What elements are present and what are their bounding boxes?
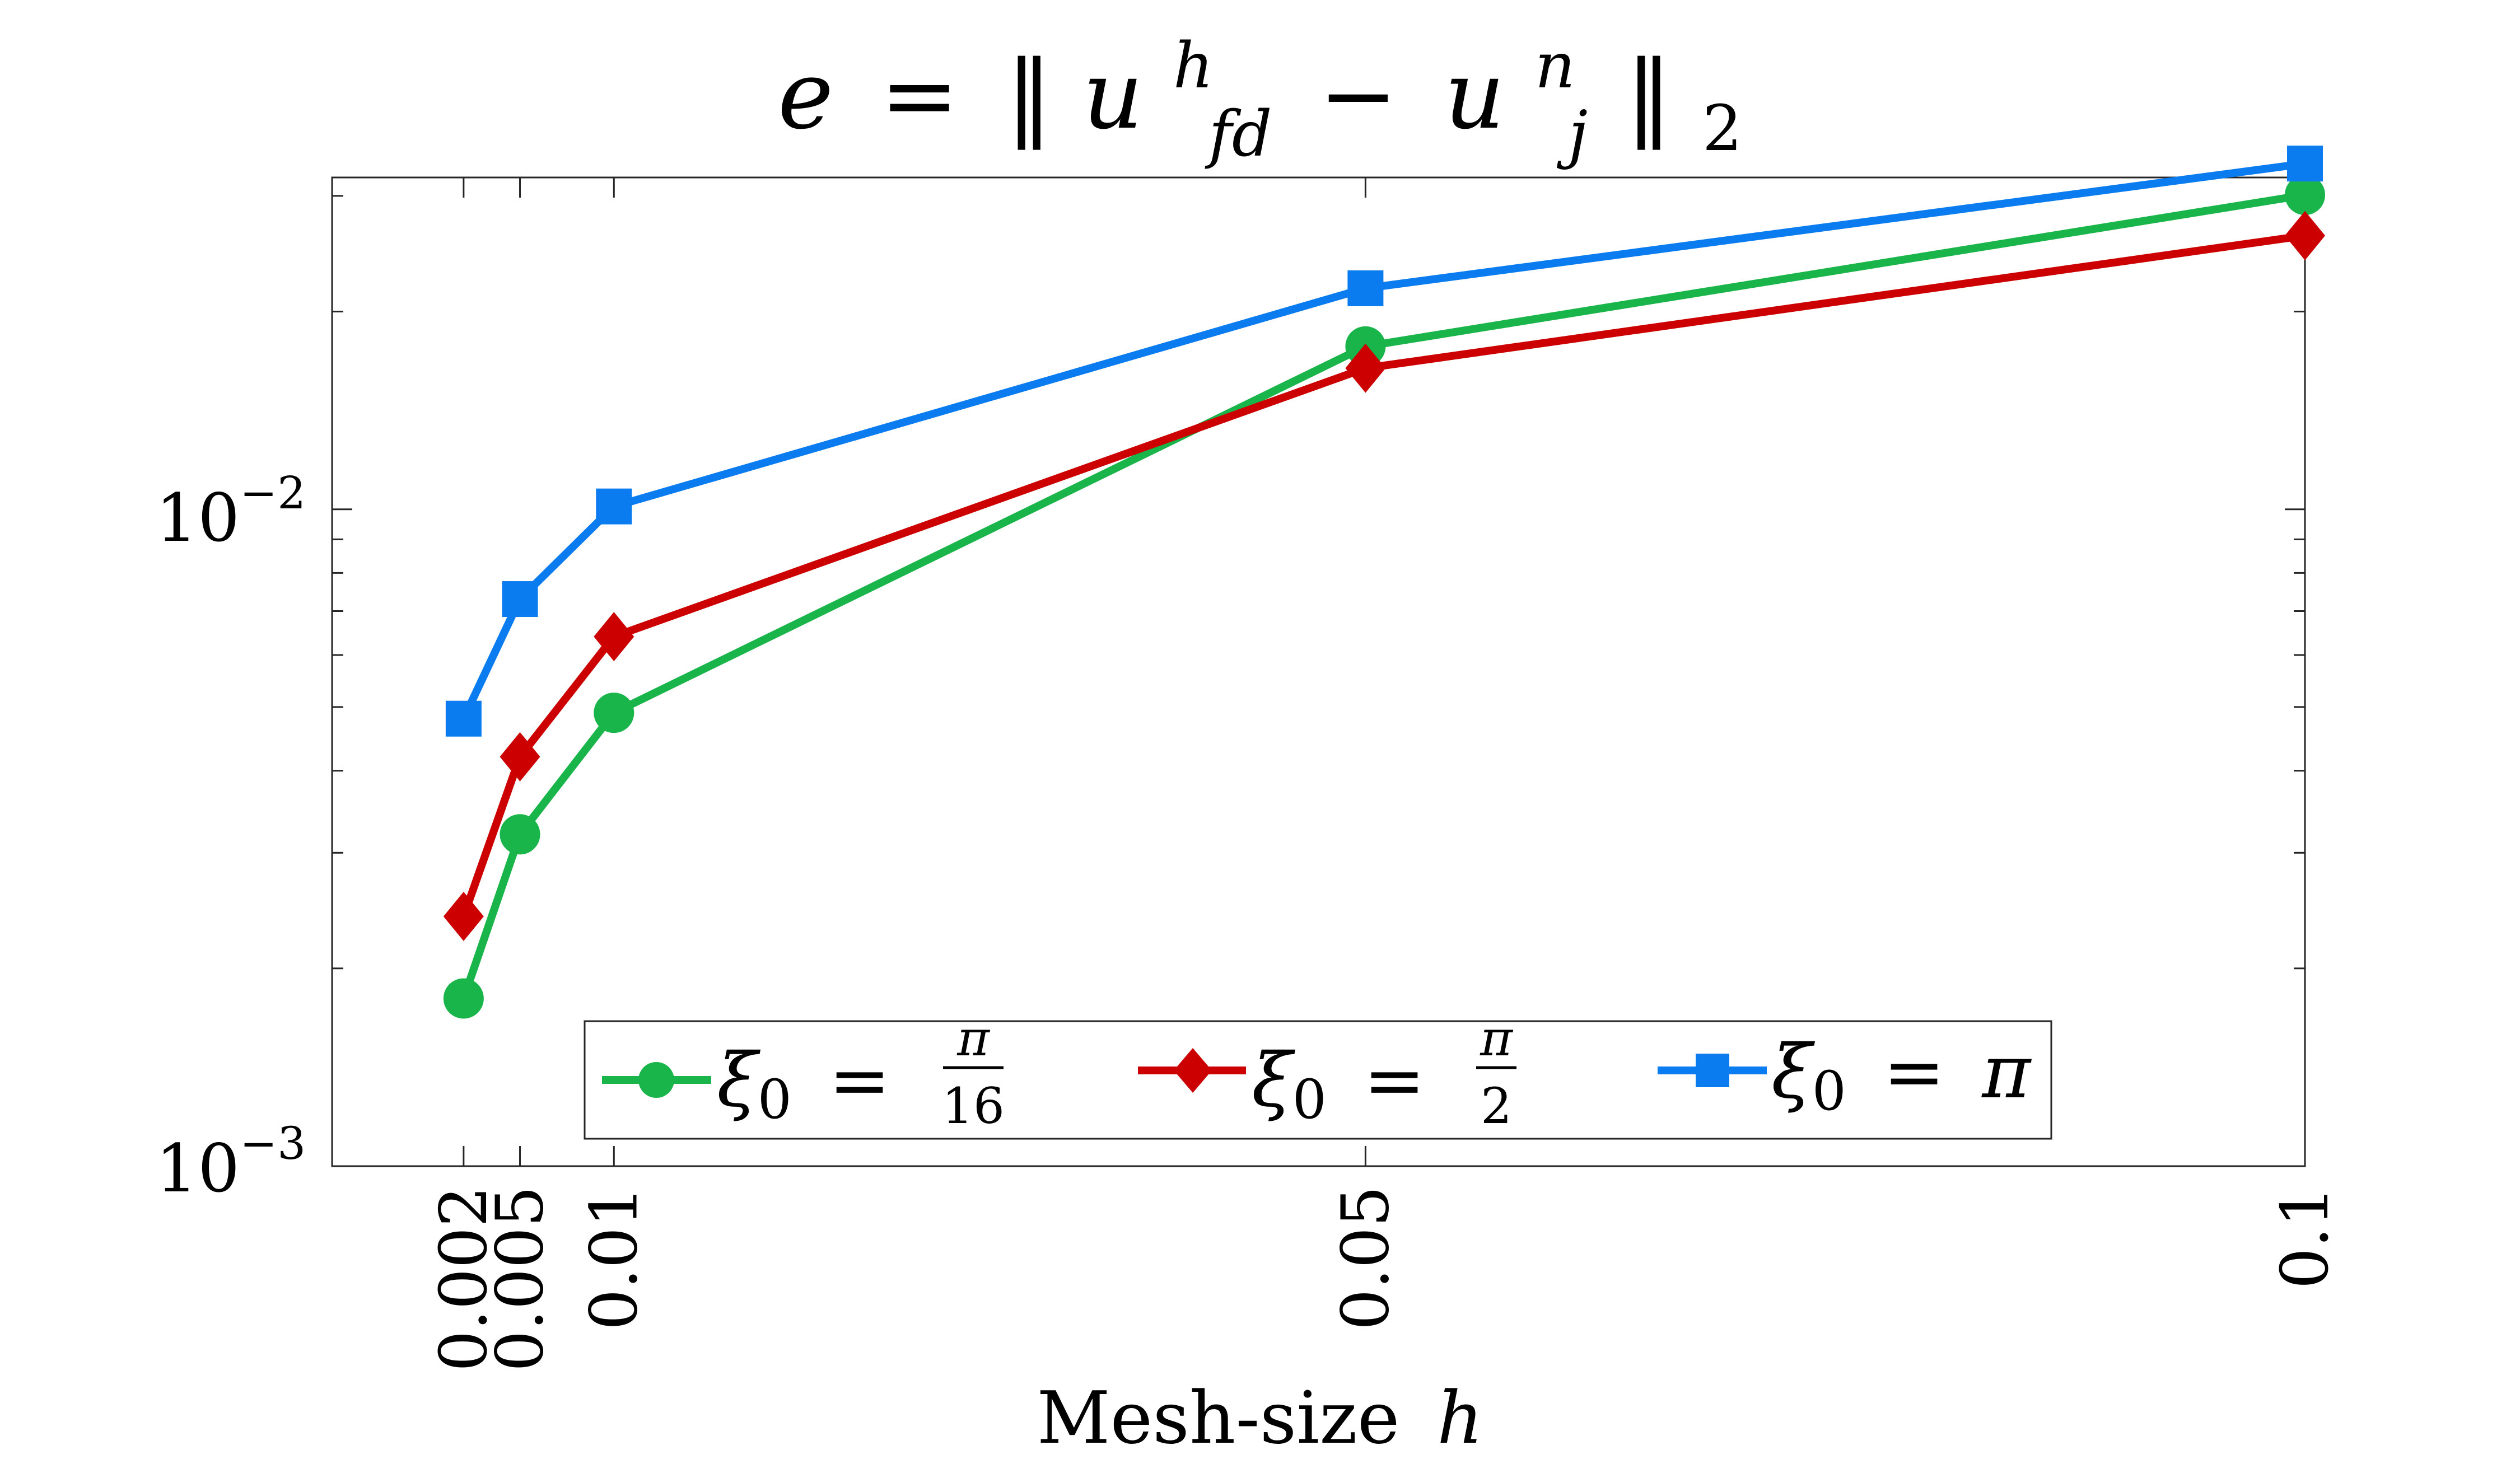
x-axis-label: Mesh-size h: [1037, 1377, 1483, 1460]
data-point-diamond: [594, 612, 634, 662]
legend-diamond-marker: [1174, 1048, 1212, 1093]
y-tick-label-1e-3: 10−3: [156, 1117, 306, 1207]
legend-frac-den: 16: [942, 1077, 1005, 1135]
data-point-square: [1347, 270, 1384, 306]
y-axis-ticks: [332, 195, 2305, 1167]
data-point-circle: [2285, 175, 2325, 216]
legend-frac-den: 2: [1481, 1077, 1512, 1135]
data-point-square: [445, 700, 482, 737]
series-layer: [443, 146, 2325, 1019]
series-line: [460, 191, 2306, 1000]
legend-box: [584, 1020, 2052, 1140]
plot-area: [331, 176, 2306, 1167]
legend-item-xi0-pi2[interactable]: ξ0 = π 2: [1138, 1009, 1516, 1136]
legend: ξ0 = π 16 ξ0 = π 2 ξ0 = π: [584, 1009, 2052, 1140]
data-point-square: [502, 581, 538, 618]
legend-item-xi0-pi[interactable]: ξ0 = π: [1658, 1029, 2032, 1128]
series-line: [460, 160, 2306, 721]
legend-label-xi0-pi: ξ0 = π: [1771, 1029, 2032, 1128]
legend-frac-num: π: [956, 1009, 991, 1067]
series-square: [445, 146, 2323, 737]
series-line: [460, 231, 2306, 918]
data-point-square: [2287, 146, 2323, 182]
x-tick-label: 0.005: [483, 1186, 558, 1372]
data-point-diamond: [500, 732, 540, 782]
x-tick-label: 0.01: [576, 1186, 652, 1330]
x-axis-ticks: [463, 177, 2306, 1166]
legend-frac-num: π: [1480, 1009, 1514, 1067]
data-point-circle: [594, 693, 634, 733]
x-tick-label: 0.002: [426, 1186, 502, 1372]
chart-title: e = ‖ u h fd − u n j ‖ 2: [778, 0, 1742, 178]
legend-item-xi0-pi16[interactable]: ξ0 = π 16: [602, 1009, 1005, 1136]
data-point-square: [596, 488, 632, 525]
x-tick-label: 0.1: [2267, 1186, 2343, 1289]
y-tick-label-1e-2: 10−2: [156, 467, 306, 556]
legend-label-xi0-pi2: ξ0 =: [1252, 1037, 1425, 1136]
series-diamond: [443, 211, 2325, 941]
legend-label-xi0-pi16: ξ0 =: [717, 1037, 890, 1136]
data-point-diamond: [443, 891, 484, 941]
data-point-circle: [443, 978, 484, 1019]
legend-circle-marker: [638, 1062, 674, 1098]
x-tick-label: 0.05: [1328, 1186, 1403, 1330]
data-point-circle: [500, 814, 540, 855]
data-point-diamond: [2285, 211, 2325, 260]
legend-square-marker: [1696, 1054, 1729, 1087]
data-point-diamond: [1345, 343, 1386, 393]
